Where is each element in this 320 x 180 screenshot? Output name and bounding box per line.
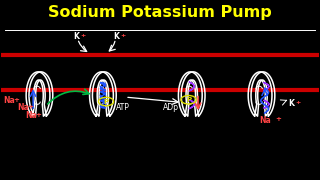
Text: P: P: [186, 97, 191, 103]
Text: +: +: [296, 100, 301, 105]
Text: ATP: ATP: [116, 103, 130, 112]
Text: +: +: [275, 116, 281, 122]
Text: Sodium Potassium Pump: Sodium Potassium Pump: [48, 4, 272, 19]
Text: Na: Na: [17, 103, 29, 112]
Text: Na: Na: [25, 111, 37, 120]
Text: +: +: [80, 33, 85, 39]
Text: Na: Na: [259, 116, 270, 125]
Text: +: +: [13, 97, 19, 103]
Text: +: +: [28, 104, 33, 110]
Text: ADp: ADp: [163, 103, 179, 112]
Text: K: K: [113, 32, 119, 41]
Text: +: +: [120, 33, 125, 39]
Text: K: K: [73, 32, 79, 41]
Text: Na: Na: [3, 96, 15, 105]
Text: P: P: [103, 98, 108, 105]
Text: K: K: [288, 99, 294, 108]
Text: +: +: [35, 112, 41, 118]
